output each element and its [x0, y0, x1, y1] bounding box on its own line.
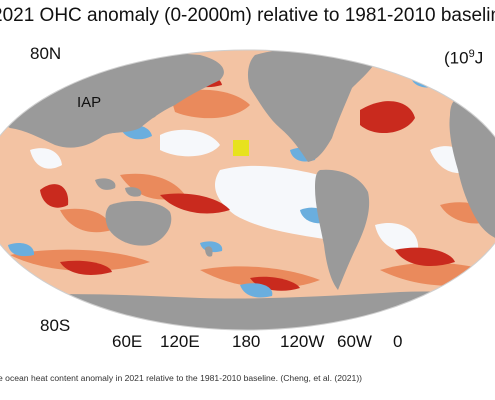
lat-label-north: 80N — [30, 44, 62, 63]
highlight-marker — [233, 140, 249, 156]
figure-caption: e ocean heat content anomaly in 2021 rel… — [0, 373, 363, 383]
maritime-continent — [95, 178, 116, 190]
dataset-label: IAP — [77, 94, 102, 111]
lon-label-180: 180 — [232, 332, 261, 351]
lon-label-60e: 60E — [112, 332, 143, 351]
north-america — [247, 50, 380, 162]
lon-label-0: 0 — [393, 332, 403, 351]
greenland — [385, 50, 416, 65]
globe-outline — [0, 49, 495, 331]
lat-label-south: 80S — [40, 316, 71, 335]
lon-label-120w: 120W — [280, 332, 325, 351]
south-america — [315, 169, 370, 290]
lon-label-60w: 60W — [337, 332, 372, 351]
africa — [449, 98, 495, 242]
australia — [105, 200, 172, 246]
lon-label-120e: 120E — [160, 332, 200, 351]
units-label: (109J — [444, 48, 484, 68]
map-title: 2021 OHC anomaly (0-2000m) relative to 1… — [0, 5, 495, 26]
